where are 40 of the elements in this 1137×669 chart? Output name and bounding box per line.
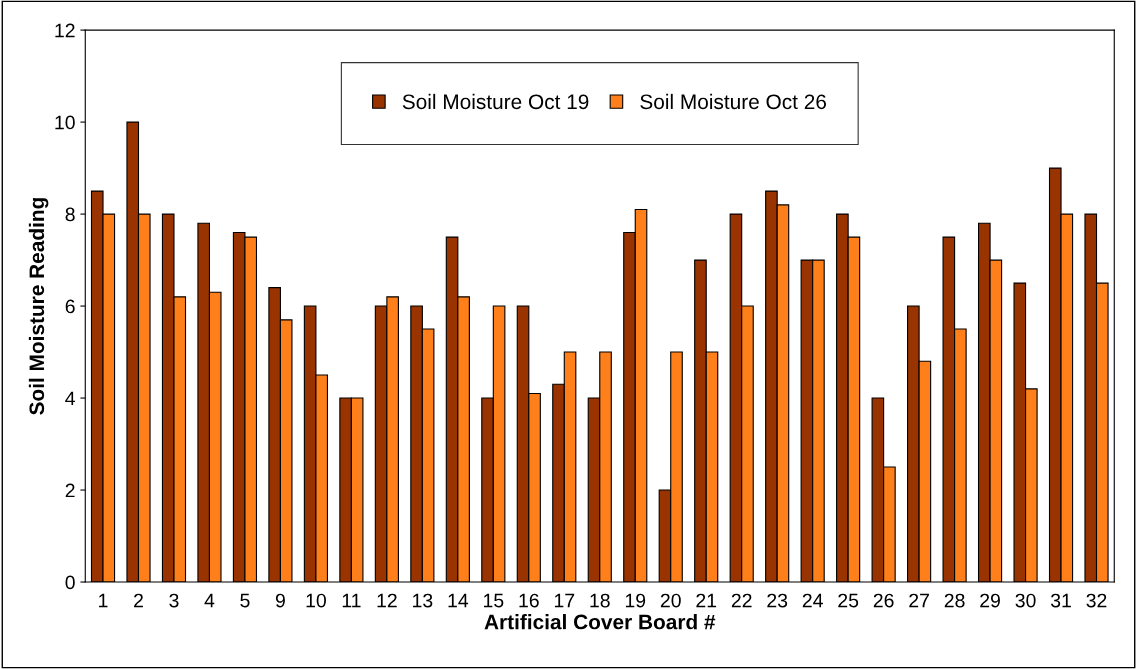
x-tick-label: 18 bbox=[590, 593, 610, 608]
y-tick-label: 8 bbox=[65, 207, 75, 222]
x-axis-title: Artificial Cover Board # bbox=[484, 614, 716, 630]
x-tick-label: 5 bbox=[240, 593, 250, 608]
x-tick-label: 3 bbox=[169, 593, 179, 608]
x-tick-label: 26 bbox=[873, 593, 894, 608]
y-tick-label: 4 bbox=[65, 391, 75, 406]
y-tick-label: 2 bbox=[65, 483, 75, 498]
x-tick-label: 20 bbox=[660, 593, 681, 608]
y-tick-label: 6 bbox=[65, 299, 75, 314]
legend-label: Soil Moisture Oct 19 bbox=[402, 93, 589, 110]
y-tick-label: 10 bbox=[55, 115, 75, 130]
y-tick-label: 12 bbox=[55, 23, 75, 38]
x-tick-label: 15 bbox=[483, 593, 504, 608]
x-tick-label: 11 bbox=[342, 593, 361, 608]
x-tick-label: 16 bbox=[519, 593, 539, 608]
x-tick-label: 14 bbox=[448, 593, 469, 608]
x-tick-label: 4 bbox=[204, 593, 215, 608]
x-tick-label: 17 bbox=[554, 593, 575, 608]
x-tick-label: 19 bbox=[625, 593, 646, 608]
x-tick-label: 24 bbox=[802, 593, 823, 608]
y-tick-label: 0 bbox=[65, 575, 75, 590]
x-tick-label: 30 bbox=[1015, 593, 1036, 608]
x-tick-label: 29 bbox=[980, 593, 1000, 608]
x-tick-label: 27 bbox=[909, 593, 929, 608]
x-tick-label: 22 bbox=[731, 593, 752, 608]
x-tick-label: 9 bbox=[275, 593, 285, 608]
x-tick-label: 1 bbox=[99, 593, 108, 608]
x-tick-label: 12 bbox=[377, 593, 397, 608]
x-tick-label: 10 bbox=[306, 593, 326, 608]
y-axis-title: Soil Moisture Reading bbox=[28, 198, 49, 415]
x-tick-label: 31 bbox=[1050, 593, 1071, 608]
x-tick-label: 13 bbox=[413, 593, 433, 608]
x-tick-label: 21 bbox=[696, 593, 717, 608]
x-tick-label: 2 bbox=[134, 593, 143, 608]
x-tick-label: 32 bbox=[1086, 593, 1107, 608]
x-tick-label: 28 bbox=[944, 593, 965, 608]
x-tick-label: 25 bbox=[838, 593, 859, 608]
x-tick-label: 23 bbox=[767, 593, 788, 608]
legend-label: Soil Moisture Oct 26 bbox=[640, 93, 827, 110]
